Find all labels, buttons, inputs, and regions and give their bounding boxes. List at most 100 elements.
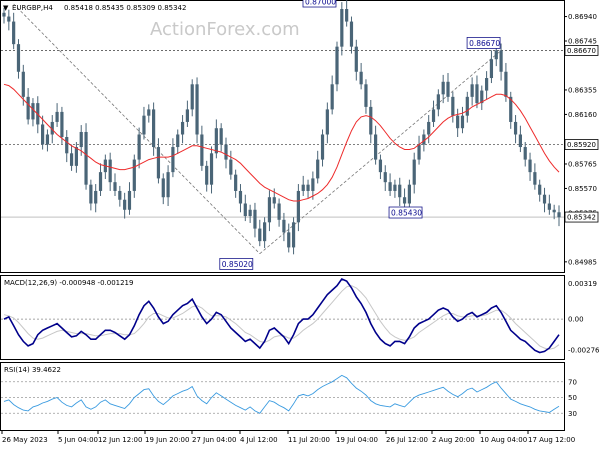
swing-annotation-label: 0.85430 xyxy=(391,209,422,218)
candle-body xyxy=(523,147,527,160)
candle-body xyxy=(431,109,436,122)
macd-signal-line xyxy=(3,285,560,350)
candle-body xyxy=(301,184,305,191)
candle-body xyxy=(306,184,310,191)
candle-body xyxy=(229,159,233,175)
candle-body xyxy=(205,165,209,185)
candle-body xyxy=(243,203,247,217)
candle-body xyxy=(316,159,320,179)
x-tick-label: 27 Jun 04:00 xyxy=(192,436,236,444)
candle-body xyxy=(26,96,30,120)
candle-body xyxy=(118,190,122,200)
moving-average-line xyxy=(3,83,560,202)
candle-body xyxy=(161,178,165,198)
candle-body xyxy=(547,203,551,210)
candle-body xyxy=(263,222,267,242)
candle-body xyxy=(528,159,532,173)
price-y-tick-label: 0.85570 xyxy=(568,185,597,193)
candle-body xyxy=(113,182,117,191)
candle-body xyxy=(441,81,445,95)
price-y-tick-label: 0.86160 xyxy=(568,111,597,119)
candle-body xyxy=(499,50,503,72)
candle-body xyxy=(538,184,542,195)
rsi-panel: 70 50 30 xyxy=(1,374,577,418)
candle-body xyxy=(31,103,35,120)
candle-body xyxy=(108,159,112,183)
candle-body xyxy=(248,209,252,217)
candle-body xyxy=(340,9,344,47)
candle-body xyxy=(127,190,132,210)
candle-body xyxy=(195,84,199,135)
candle-body xyxy=(176,134,180,148)
candle-body xyxy=(132,159,136,191)
price-y-tick-label: 0.84985 xyxy=(568,258,597,266)
candle-body xyxy=(364,84,368,107)
candle-body xyxy=(287,232,291,248)
candle-body xyxy=(456,115,460,129)
candle-body xyxy=(224,144,228,160)
macd-y-tick-label: 0.00319 xyxy=(568,280,597,288)
candle-body xyxy=(485,78,489,91)
candle-body xyxy=(50,121,54,135)
candle-body xyxy=(552,209,556,213)
candle-body xyxy=(374,134,378,160)
candle-body xyxy=(557,212,561,218)
candle-body xyxy=(349,21,354,47)
candle-body xyxy=(142,115,146,135)
x-tick-label: 4 Jul 12:00 xyxy=(240,436,278,444)
candle-body xyxy=(427,121,431,135)
candle-body xyxy=(180,121,185,135)
price-label-box xyxy=(564,45,599,56)
rsi-line xyxy=(3,374,560,414)
candle-body xyxy=(253,209,257,229)
candle-body xyxy=(465,96,469,116)
swing-annotation-box xyxy=(219,258,254,270)
candle-body xyxy=(402,197,407,204)
candle-body xyxy=(335,46,339,85)
candle-body xyxy=(166,172,170,198)
macd-title: MACD(12,26,9) -0.000948 -0.001219 xyxy=(4,279,133,287)
candle-body xyxy=(272,197,276,204)
swing-annotation-label: 0.85020 xyxy=(222,260,253,269)
candle-body xyxy=(94,190,98,204)
candle-body xyxy=(513,121,518,135)
ohlc-readout: 0.85418 0.85435 0.85309 0.85342 xyxy=(64,4,186,12)
price-label: 0.86670 xyxy=(567,47,596,55)
macd-line xyxy=(3,278,560,354)
candle-body xyxy=(451,96,455,116)
macd-y-tick-label: -0.002769 xyxy=(568,346,600,354)
candle-body xyxy=(480,90,484,104)
x-tick-label: 19 Jun 20:00 xyxy=(145,436,189,444)
candle-body xyxy=(470,84,474,97)
candle-body xyxy=(200,134,204,166)
candle-body xyxy=(2,12,6,17)
candle-body xyxy=(74,147,78,166)
x-tick-label: 26 Jul 12:00 xyxy=(386,436,428,444)
candle-body xyxy=(69,153,74,166)
price-label-box xyxy=(564,211,599,223)
candle-body xyxy=(219,128,223,145)
candle-body xyxy=(123,199,127,210)
candle-body xyxy=(171,147,175,173)
candle-body xyxy=(65,137,69,154)
x-tick-label: 2 Aug 20:00 xyxy=(432,436,475,444)
swing-annotation-box xyxy=(388,206,423,219)
candle-body xyxy=(412,159,416,185)
candle-body xyxy=(345,9,349,22)
candle-body xyxy=(209,153,214,185)
price-y-tick-label: 0.86745 xyxy=(568,38,597,46)
candle-body xyxy=(311,178,315,191)
price-panel: 0.86940 0.86745 0.86355 0.86160 0.85765 0.855… xyxy=(1,0,599,270)
chart-dropdown-icon[interactable]: ▼ xyxy=(3,4,9,12)
rsi-title: RSI(14) 39.4622 xyxy=(4,366,61,374)
candle-body xyxy=(542,194,547,204)
price-label: 0.85342 xyxy=(567,214,596,222)
candle-body xyxy=(489,59,494,79)
candle-body xyxy=(446,81,450,97)
candle-body xyxy=(359,71,363,85)
candle-body xyxy=(185,109,189,122)
candle-body xyxy=(156,147,161,179)
candle-body xyxy=(89,184,93,204)
candle-body xyxy=(325,109,329,135)
candle-body xyxy=(98,172,103,191)
